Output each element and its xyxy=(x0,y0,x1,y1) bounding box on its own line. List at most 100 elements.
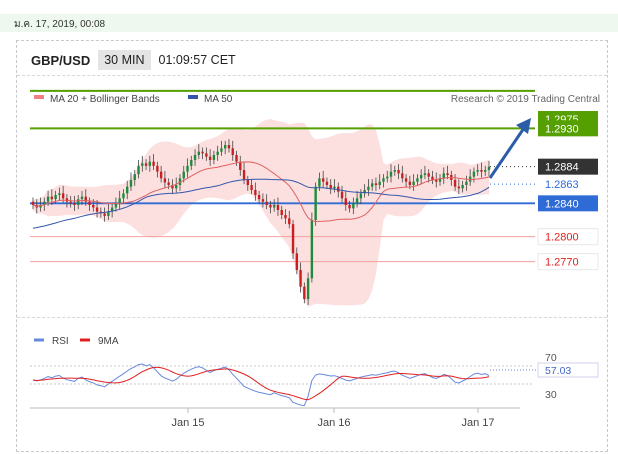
candle-body xyxy=(107,211,110,216)
candle-body xyxy=(193,155,197,160)
level-label-1.2770: 1.2770 xyxy=(537,253,599,271)
candle-body xyxy=(208,156,212,160)
candle-body xyxy=(386,176,389,179)
level-label-1.2930: 1.2930 xyxy=(538,120,598,137)
candle-body xyxy=(412,181,415,185)
candle-body xyxy=(175,185,178,189)
candle-body xyxy=(269,205,272,208)
candle-body xyxy=(133,174,136,180)
candle-body xyxy=(242,170,246,180)
candle-body xyxy=(118,198,121,204)
candle-body xyxy=(295,253,299,270)
candle-body xyxy=(288,218,291,225)
candle-body xyxy=(321,178,325,182)
candle-body xyxy=(442,173,445,179)
candle-body xyxy=(276,205,280,210)
svg-text:1.2840: 1.2840 xyxy=(545,198,579,210)
level-labels: 1.29751.29301.28841.28631.28401.28001.27… xyxy=(537,111,599,271)
bollinger-fill xyxy=(33,119,489,308)
candle-body xyxy=(397,170,400,174)
candle-body xyxy=(261,199,265,202)
candle-body xyxy=(141,163,144,166)
candle-body xyxy=(84,196,87,202)
candle-body xyxy=(186,165,189,172)
candle-body xyxy=(197,151,201,155)
rsi-legend-label: RSI xyxy=(52,336,69,347)
credit-text: Research © 2019 Trading Central xyxy=(451,94,600,105)
candle-body xyxy=(126,186,129,194)
ma20-legend-swatch xyxy=(34,95,44,99)
candle-body xyxy=(272,205,276,208)
candle-body xyxy=(231,148,234,155)
candle-body xyxy=(303,286,306,300)
9ma-legend-label: 9MA xyxy=(98,336,119,347)
candle-body xyxy=(92,205,95,208)
candle-body xyxy=(152,161,155,166)
candle-body xyxy=(484,170,487,172)
svg-text:1.2930: 1.2930 xyxy=(545,123,579,135)
level-label-1.2840: 1.2840 xyxy=(538,195,598,212)
candle-body xyxy=(250,185,253,190)
candle-body xyxy=(137,165,140,175)
candle-body xyxy=(182,171,185,179)
candle-body xyxy=(453,180,457,187)
forecast-arrow xyxy=(488,118,531,179)
candle-body xyxy=(393,170,396,172)
9ma-line xyxy=(32,366,490,401)
candle-body xyxy=(163,178,167,183)
candle-body xyxy=(306,278,310,300)
candle-body xyxy=(69,201,72,204)
bollinger-bands xyxy=(33,119,489,308)
candle-body xyxy=(122,193,125,199)
candle-body xyxy=(148,161,152,166)
candle-body xyxy=(88,201,91,205)
rsi-lines xyxy=(32,363,490,407)
candle-body xyxy=(129,180,133,187)
candle-body xyxy=(404,178,408,182)
candle-body xyxy=(201,151,204,154)
candle-body xyxy=(363,190,366,194)
candle-body xyxy=(246,180,250,185)
timeframe-badge[interactable]: 30 MIN xyxy=(98,50,151,70)
main-divider xyxy=(17,317,607,318)
candle-body xyxy=(476,170,479,172)
candle-body xyxy=(110,207,114,212)
candle-body xyxy=(344,198,347,205)
candle-body xyxy=(159,171,163,179)
svg-text:1.2884: 1.2884 xyxy=(545,162,579,174)
candle-body xyxy=(472,171,476,177)
candle-body xyxy=(310,220,314,279)
candle-body xyxy=(355,198,359,204)
candle-body xyxy=(43,201,46,205)
candle-body xyxy=(329,185,332,189)
rsi-line xyxy=(32,363,490,407)
candle-body xyxy=(280,210,283,215)
candle-body xyxy=(216,151,219,155)
candle-body xyxy=(257,195,261,200)
level-label-1.2863: 1.2863 xyxy=(538,176,598,193)
x-tick-label: Jan 15 xyxy=(171,417,204,429)
candle-body xyxy=(73,203,76,205)
currency-pair: GBP/USD xyxy=(31,52,91,68)
candle-body xyxy=(340,191,344,199)
candle-body xyxy=(299,270,302,287)
candle-body xyxy=(220,148,223,152)
x-ticks: Jan 15 Jan 16 Jan 17 xyxy=(171,408,495,429)
header-divider xyxy=(17,75,607,76)
timestamp-bar: ม.ค. 17, 2019, 00:08 xyxy=(0,14,618,32)
candle-body xyxy=(103,213,106,216)
candle-body xyxy=(31,201,35,205)
candle-body xyxy=(46,196,50,202)
level-label-1.2800: 1.2800 xyxy=(537,228,599,246)
candle-body xyxy=(423,173,427,175)
candle-body xyxy=(171,185,174,189)
candle-body xyxy=(382,178,385,182)
svg-text:1.2770: 1.2770 xyxy=(545,257,579,269)
candle-body xyxy=(144,163,148,166)
candle-body xyxy=(367,186,370,190)
candle-body xyxy=(205,153,208,157)
candle-body xyxy=(333,186,336,189)
candle-body xyxy=(58,193,61,195)
ma50-legend-label: MA 50 xyxy=(204,94,233,105)
